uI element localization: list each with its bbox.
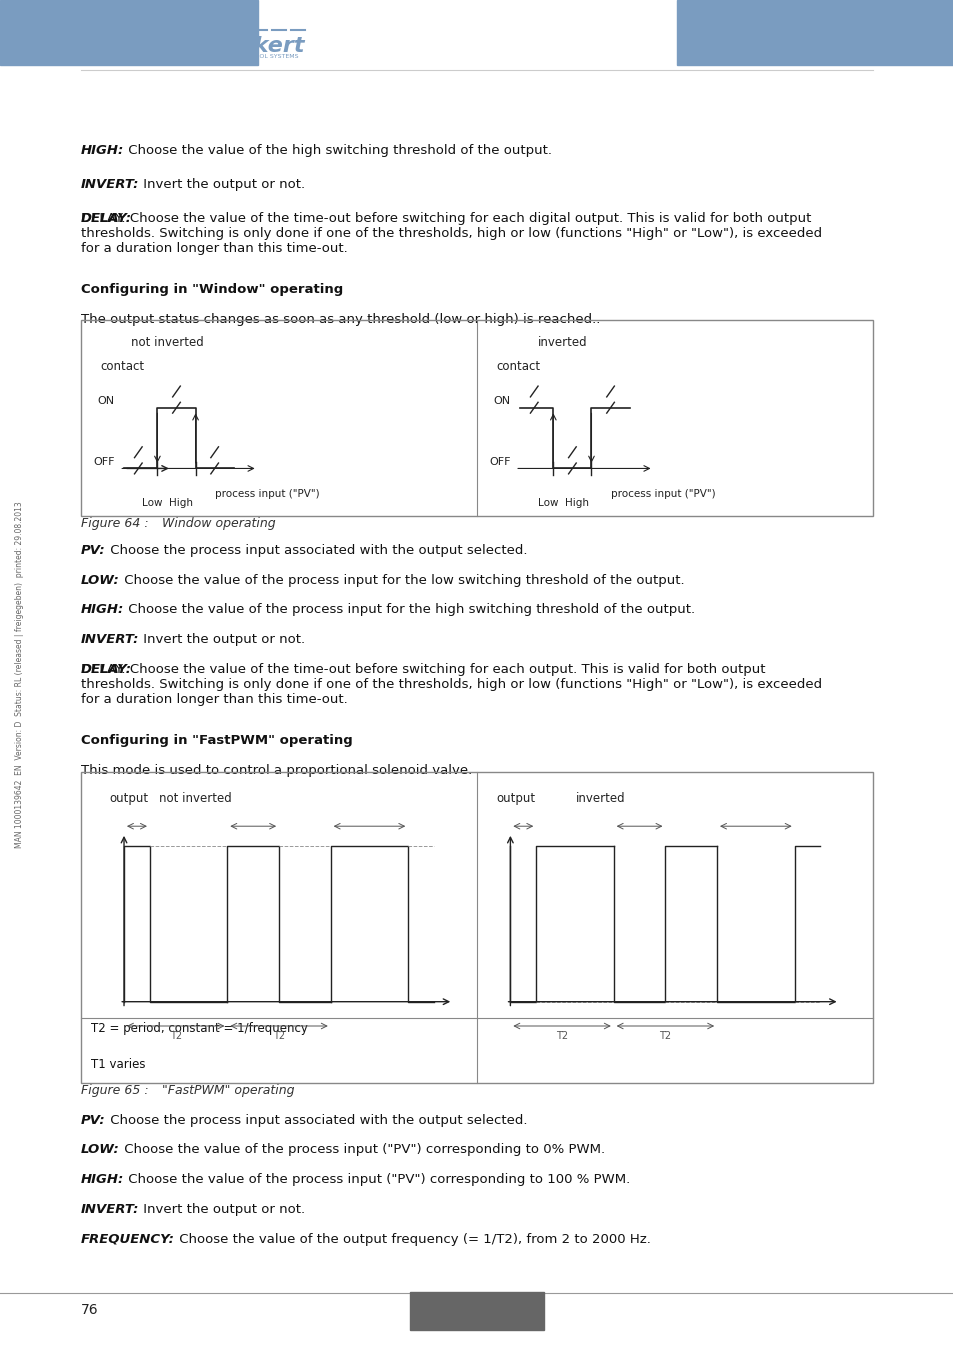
Text: Choose the value of the process input ("PV") corresponding to 0% PWM.: Choose the value of the process input ("… bbox=[120, 1143, 604, 1157]
Text: process input ("PV"): process input ("PV") bbox=[214, 489, 319, 498]
Text: HIGH:: HIGH: bbox=[81, 1173, 124, 1187]
Text: Choose the value of the output frequency (= 1/T2), from 2 to 2000 Hz.: Choose the value of the output frequency… bbox=[174, 1233, 650, 1246]
Text: OFF: OFF bbox=[488, 456, 510, 467]
Text: DELAY: Choose the value of the time-out before switching for each digital output: DELAY: Choose the value of the time-out … bbox=[81, 212, 821, 255]
Text: Choose the value of the process input for the high switching threshold of the ou: Choose the value of the process input fo… bbox=[124, 603, 695, 617]
Text: Invert the output or not.: Invert the output or not. bbox=[139, 1203, 305, 1216]
Text: OFF: OFF bbox=[92, 456, 114, 467]
Text: INVERT:: INVERT: bbox=[81, 633, 139, 647]
Text: Choose the value of the process input for the low switching threshold of the out: Choose the value of the process input fo… bbox=[120, 574, 683, 587]
Text: This mode is used to control a proportional solenoid valve.: This mode is used to control a proportio… bbox=[81, 764, 472, 778]
Text: Choose the value of the process input ("PV") corresponding to 100 % PWM.: Choose the value of the process input ("… bbox=[124, 1173, 630, 1187]
Text: contact: contact bbox=[496, 360, 539, 374]
Text: Choose the process input associated with the output selected.: Choose the process input associated with… bbox=[106, 544, 527, 558]
Text: not inverted: not inverted bbox=[131, 336, 203, 350]
Text: HIGH:: HIGH: bbox=[81, 603, 124, 617]
Text: english: english bbox=[456, 1305, 497, 1316]
Text: DELAY:: DELAY: bbox=[81, 663, 132, 676]
Text: Low: Low bbox=[142, 498, 163, 508]
Text: ON: ON bbox=[493, 396, 510, 406]
Text: INVERT:: INVERT: bbox=[81, 1203, 139, 1216]
Text: bürkert: bürkert bbox=[211, 36, 304, 55]
Text: Figure 65 :: Figure 65 : bbox=[81, 1084, 149, 1098]
Text: INVERT:: INVERT: bbox=[81, 178, 139, 192]
Bar bbox=[677, 0, 953, 65]
Text: T2: T2 bbox=[170, 1031, 182, 1041]
Text: DELAY: Choose the value of the time-out before switching for each output. This i: DELAY: Choose the value of the time-out … bbox=[81, 663, 821, 706]
Text: DELAY:: DELAY: bbox=[81, 212, 132, 225]
Bar bbox=[410, 1292, 543, 1330]
Text: T2: T2 bbox=[556, 1031, 568, 1041]
Bar bbox=[81, 320, 872, 516]
Text: Low: Low bbox=[537, 498, 558, 508]
Bar bbox=[81, 772, 872, 1083]
Text: Choose the process input associated with the output selected.: Choose the process input associated with… bbox=[106, 1114, 527, 1127]
Text: FLUID CONTROL SYSTEMS: FLUID CONTROL SYSTEMS bbox=[216, 54, 298, 59]
Text: HIGH:: HIGH: bbox=[81, 144, 124, 158]
Text: 76: 76 bbox=[81, 1303, 98, 1316]
Text: output: output bbox=[110, 792, 149, 806]
Text: "FastPWM" operating: "FastPWM" operating bbox=[162, 1084, 294, 1098]
Text: Invert the output or not.: Invert the output or not. bbox=[139, 633, 305, 647]
Text: MAN 1000139642  EN  Version: D  Status: RL (released | freigegeben)  printed: 29: MAN 1000139642 EN Version: D Status: RL … bbox=[14, 502, 24, 848]
Text: Adjustment and commissioning: Adjustment and commissioning bbox=[686, 49, 882, 62]
Text: T2: T2 bbox=[273, 1031, 285, 1041]
Text: Choose the value of the high switching threshold of the output.: Choose the value of the high switching t… bbox=[124, 144, 552, 158]
Text: PV:: PV: bbox=[81, 544, 106, 558]
Bar bbox=[0, 0, 257, 65]
Text: T2 = period, constant = 1/frequency: T2 = period, constant = 1/frequency bbox=[91, 1022, 307, 1035]
Text: not inverted: not inverted bbox=[159, 792, 232, 806]
Text: High: High bbox=[564, 498, 589, 508]
Text: T2: T2 bbox=[659, 1031, 671, 1041]
Text: Figure 64 :: Figure 64 : bbox=[81, 517, 149, 531]
Text: Type 8619: Type 8619 bbox=[686, 27, 774, 43]
Text: Invert the output or not.: Invert the output or not. bbox=[139, 178, 305, 192]
Text: PV:: PV: bbox=[81, 1114, 106, 1127]
Text: FREQUENCY:: FREQUENCY: bbox=[81, 1233, 174, 1246]
Text: inverted: inverted bbox=[537, 336, 587, 350]
Text: output: output bbox=[496, 792, 535, 806]
Text: Configuring in "FastPWM" operating: Configuring in "FastPWM" operating bbox=[81, 734, 353, 748]
Text: LOW:: LOW: bbox=[81, 1143, 120, 1157]
Text: contact: contact bbox=[100, 360, 144, 374]
Text: LOW:: LOW: bbox=[81, 574, 120, 587]
Text: T1 varies: T1 varies bbox=[91, 1058, 145, 1072]
Text: High: High bbox=[169, 498, 193, 508]
Text: Window operating: Window operating bbox=[162, 517, 275, 531]
Text: Configuring in "Window" operating: Configuring in "Window" operating bbox=[81, 284, 343, 297]
Text: process input ("PV"): process input ("PV") bbox=[610, 489, 715, 498]
Text: The output status changes as soon as any threshold (low or high) is reached..: The output status changes as soon as any… bbox=[81, 313, 599, 327]
Text: inverted: inverted bbox=[576, 792, 625, 806]
Text: ON: ON bbox=[97, 396, 114, 406]
